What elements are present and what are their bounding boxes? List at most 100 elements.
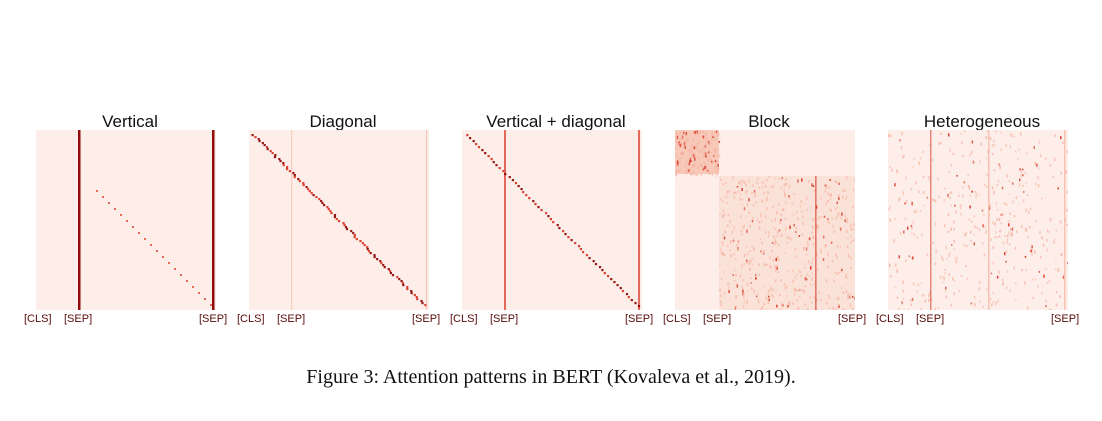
attention-block-cell	[697, 166, 699, 170]
attention-cell	[1036, 163, 1038, 167]
attention-block-cell	[733, 269, 736, 272]
attention-cell	[899, 231, 902, 235]
attention-block-cell	[679, 152, 682, 156]
attention-diagonal-cell	[305, 186, 308, 189]
attention-diagonal-cell	[582, 251, 585, 254]
attention-block-cell	[748, 179, 750, 183]
attention-cell	[924, 299, 927, 303]
attention-block-cell	[827, 220, 829, 224]
attention-cell	[979, 194, 981, 196]
attention-diagonal-cell	[389, 272, 393, 275]
attention-block-cell	[769, 185, 772, 188]
attention-block-cell	[721, 278, 723, 280]
attention-block-cell	[720, 303, 722, 307]
attention-diagonal-cell	[570, 239, 573, 242]
attention-block-cell	[796, 211, 798, 214]
attention-cell	[968, 218, 970, 221]
attention-block-cell	[754, 274, 757, 276]
attention-cell	[889, 206, 891, 209]
attention-block-cell	[767, 291, 770, 294]
attention-cell	[1006, 237, 1009, 241]
attention-diagonal-cell	[312, 194, 315, 197]
attention-cell	[953, 279, 956, 282]
attention-block-cell	[784, 227, 787, 231]
attention-block-cell	[852, 295, 854, 298]
attention-block-cell	[828, 221, 831, 225]
attention-block-cell	[790, 237, 792, 241]
attention-cell	[915, 209, 918, 213]
attention-block-cell	[780, 213, 782, 216]
attention-diagonal-cell	[564, 233, 567, 236]
tick-label-cls: [CLS]	[450, 313, 478, 325]
tick-label-sep-first: [SEP]	[64, 313, 93, 325]
attention-block-cell	[706, 140, 708, 144]
attention-cell	[902, 297, 905, 300]
attention-block-cell	[677, 157, 680, 160]
attention-block-cell	[746, 203, 749, 207]
attention-cell	[1062, 275, 1065, 279]
attention-block-cell	[767, 191, 769, 195]
attention-cell	[971, 190, 973, 193]
attention-block-cell	[796, 289, 798, 292]
attention-cell	[1022, 199, 1025, 203]
attention-block-cell	[852, 222, 855, 227]
attention-diagonal-cell	[333, 214, 337, 217]
attention-cell	[1037, 176, 1039, 180]
attention-block-cell	[815, 226, 818, 230]
attention-cell	[975, 195, 977, 198]
attention-block-cell	[836, 272, 838, 275]
attention-block-cell	[708, 143, 710, 147]
attention-cell	[943, 224, 946, 228]
attention-block-cell	[698, 135, 701, 138]
attention-cell	[1018, 148, 1020, 151]
attention-block-cell	[712, 161, 715, 164]
attention-diagonal-cell	[318, 198, 321, 201]
attention-block-cell	[768, 176, 771, 179]
attention-cell	[1048, 230, 1050, 234]
attention-block-cell	[788, 302, 791, 306]
attention-block-cell	[733, 279, 736, 282]
attention-block-cell	[742, 278, 744, 282]
attention-cell	[922, 175, 925, 178]
attention-column-sep-last	[426, 130, 428, 310]
attention-block-cell	[694, 145, 697, 149]
attention-cell	[942, 276, 945, 279]
attention-diagonal-cell	[421, 302, 424, 305]
attention-block-cell	[724, 230, 726, 234]
attention-diagonal-cell	[174, 268, 176, 270]
attention-cell	[963, 233, 966, 237]
attention-block-cell	[780, 185, 782, 190]
attention-block-cell	[786, 182, 788, 185]
attention-cell	[1053, 157, 1056, 162]
attention-cell	[961, 194, 964, 198]
attention-block-cell	[812, 185, 815, 187]
attention-cell	[992, 221, 994, 225]
attention-block-cell	[729, 309, 732, 310]
attention-block-cell	[827, 217, 829, 221]
attention-block-cell	[751, 192, 753, 195]
attention-block-cell	[845, 276, 847, 278]
attention-block-cell	[850, 241, 852, 244]
attention-cell	[944, 187, 946, 190]
attention-cell	[1014, 299, 1017, 301]
attention-diagonal-cell	[273, 156, 277, 159]
attention-block-cell	[835, 308, 837, 310]
attention-cell	[910, 303, 913, 306]
attention-diagonal-cell	[337, 220, 341, 223]
attention-block-cell	[753, 289, 755, 293]
attention-cell	[983, 253, 986, 257]
attention-block-cell	[818, 291, 820, 295]
attention-cell	[1048, 280, 1051, 283]
attention-diagonal-cell	[424, 304, 427, 307]
attention-cell	[1011, 227, 1014, 231]
attention-block-cell	[716, 168, 719, 170]
attention-cell	[993, 144, 996, 146]
attention-cell	[993, 169, 996, 172]
attention-block-cell	[758, 263, 760, 266]
attention-diagonal-cell	[619, 287, 622, 290]
attention-cell	[948, 252, 951, 255]
attention-block-cell	[732, 191, 735, 194]
attention-block-cell	[702, 135, 705, 139]
attention-block-cell	[679, 142, 681, 145]
attention-block-cell	[702, 155, 705, 158]
